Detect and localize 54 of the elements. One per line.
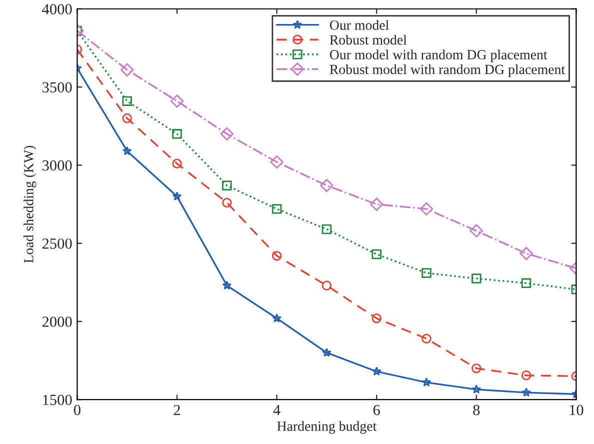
point (172, 129, 182, 139)
point (222, 198, 232, 208)
point (372, 249, 382, 260)
point (222, 180, 232, 190)
point (520, 246, 533, 260)
x-tick-label: 8 (473, 404, 480, 416)
legend-label: Our model (330, 20, 389, 30)
point (372, 366, 382, 376)
point (320, 178, 334, 192)
point (422, 378, 432, 386)
point (122, 96, 132, 106)
legend-label: Robust model with random DG placement (330, 64, 565, 77)
point (170, 94, 184, 108)
y-axis-title: Load shedding (KW) (24, 146, 36, 263)
point (272, 250, 282, 261)
y-tick-label: 3500 (42, 82, 72, 92)
point (220, 127, 234, 140)
point (120, 63, 134, 76)
point (472, 384, 482, 394)
point (270, 155, 284, 169)
point (472, 274, 482, 284)
y-tick-label: 1500 (43, 394, 72, 406)
point (420, 202, 434, 216)
x-tick-label: 4 (273, 405, 280, 416)
point (472, 363, 482, 374)
point (470, 224, 483, 238)
legend-label: Robust model (330, 34, 407, 45)
x-axis-title: Hardening budget (277, 421, 377, 434)
x-tick-label: 2 (174, 404, 180, 416)
point (522, 388, 531, 397)
point (372, 313, 382, 324)
point (422, 268, 432, 278)
point (322, 280, 332, 290)
legend-label: Our model with random DG placement (330, 50, 548, 62)
x-tick-label: 10 (570, 404, 584, 416)
point (521, 370, 532, 380)
point (172, 158, 182, 168)
point (272, 204, 282, 214)
point (122, 146, 132, 156)
x-tick-label: 6 (373, 404, 380, 416)
point (272, 313, 282, 322)
point (322, 224, 332, 234)
point (322, 348, 332, 357)
point (172, 192, 182, 200)
y-tick-label: 2000 (42, 316, 72, 327)
point (222, 280, 232, 290)
point (521, 278, 532, 288)
y-tick-label: 2500 (42, 238, 72, 249)
point (122, 113, 132, 124)
point (422, 334, 432, 344)
y-tick-label: 4000 (42, 4, 72, 14)
y-tick-label: 3000 (42, 160, 72, 171)
point (370, 198, 384, 211)
x-tick-label: 0 (74, 404, 80, 416)
